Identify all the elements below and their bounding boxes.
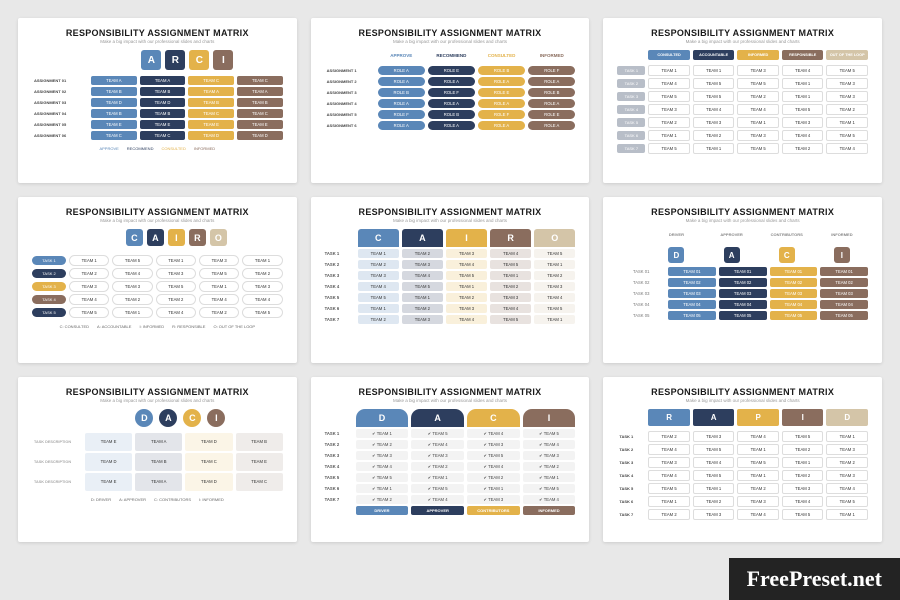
matrix-row: ASSIGNMENT 2ROLE AROLE AROLE AROLE A — [325, 77, 576, 86]
slide-subtitle: Make a big impact with our professional … — [617, 398, 868, 403]
slide-title: RESPONSIBILITY ASSIGNMENT MATRIX — [32, 28, 283, 38]
matrix-row: TASK 04TEAM 04TEAM 04TEAM 04TEAM 04 — [617, 300, 868, 309]
matrix-row: TASK 1TEAM 1TEAM 5TEAM 1TEAM 3TEAM 1 — [32, 255, 283, 266]
column-layout: TASK 1TASK 2TASK 3TASK 4TASK 5TASK 6TASK… — [325, 229, 576, 354]
slide-subtitle: Make a big impact with our professional … — [325, 39, 576, 44]
matrix-row: ASSIGNMENT 03TEAM DTEAM DTEAM BTEAM B — [32, 98, 283, 107]
matrix-row: TASK 2TEAM 4TEAM 5TEAM 1TEAM 2TEAM 3 — [617, 444, 868, 455]
matrix-column: ITEAM 3TEAM 4TEAM 5TEAM 1TEAM 2TEAM 3TEA… — [446, 229, 487, 354]
slide-1: RESPONSIBILITY ASSIGNMENT MATRIX Make a … — [18, 18, 297, 183]
matrix-row: ASSIGNMENT 4ROLE AROLE AROLE AROLE A — [325, 99, 576, 108]
matrix-row: ASSIGNMENT 01TEAM ATEAM ATEAM CTEAM C — [32, 76, 283, 85]
slide-subtitle: Make a big impact with our professional … — [617, 39, 868, 44]
slide-subtitle: Make a big impact with our professional … — [32, 398, 283, 403]
matrix-row: TASK 7TEAM 5TEAM 1TEAM 5TEAM 2TEAM 4 — [617, 143, 868, 154]
slide-7: RESPONSIBILITY ASSIGNMENT MATRIX Make a … — [18, 377, 297, 542]
matrix-row: ASSIGNMENT 6ROLE AROLE AROLE AROLE A — [325, 121, 576, 130]
matrix-row: TASK 7TEAM 2TEAM 3TEAM 4TEAM 5TEAM 1 — [617, 509, 868, 520]
letter-header: RAPID — [617, 409, 868, 426]
matrix-row: ASSIGNMENT 02TEAM BTEAM BTEAM ATEAM A — [32, 87, 283, 96]
matrix-row: TASK DESCRIPTIONTEAM ETEAM ATEAM DTEAM B — [32, 433, 283, 451]
matrix-row: TASK 02TEAM 02TEAM 02TEAM 02TEAM 02 — [617, 278, 868, 287]
slide-subtitle: Make a big impact with our professional … — [32, 218, 283, 223]
matrix-row: ASSIGNMENT 05TEAM ETEAM ETEAM ETEAM E — [32, 120, 283, 129]
column-header: APPROVERECOMMENDCONSULTEDINFORMED — [325, 50, 576, 61]
slide-4: RESPONSIBILITY ASSIGNMENT MATRIX Make a … — [18, 197, 297, 362]
slide-title: RESPONSIBILITY ASSIGNMENT MATRIX — [32, 207, 283, 217]
legend: APPROVERECOMMENDCONSULTEDINFORMED — [32, 146, 283, 151]
matrix-column: A✔ TEAM 5✔ TEAM 4✔ TEAM 3✔ TEAM 2✔ TEAM … — [411, 409, 464, 534]
matrix-row: TASK 3TEAM 3TEAM 4TEAM 5TEAM 1TEAM 2 — [617, 457, 868, 468]
matrix-column: I✔ TEAM 5✔ TEAM 4✔ TEAM 3✔ TEAM 2✔ TEAM … — [523, 409, 576, 534]
matrix-row: TASK 1TEAM 2TEAM 3TEAM 4TEAM 5TEAM 1 — [617, 431, 868, 442]
slide-subtitle: Make a big impact with our professional … — [32, 39, 283, 44]
matrix-row: TASK DESCRIPTIONTEAM ETEAM ATEAM DTEAM C — [32, 473, 283, 491]
slide-title: RESPONSIBILITY ASSIGNMENT MATRIX — [617, 387, 868, 397]
matrix-row: TASK 1TEAM 1TEAM 1TEAM 3TEAM 4TEAM 5 — [617, 65, 868, 76]
matrix-row: TASK 5TEAM 2TEAM 3TEAM 1TEAM 3TEAM 1 — [617, 117, 868, 128]
matrix-column: C✔ TEAM 4✔ TEAM 3✔ TEAM 5✔ TEAM 4✔ TEAM … — [467, 409, 520, 534]
slide-title: RESPONSIBILITY ASSIGNMENT MATRIX — [32, 387, 283, 397]
matrix-row: ASSIGNMENT 5ROLE FROLE BROLE FROLE E — [325, 110, 576, 119]
matrix-column: RTEAM 4TEAM 5TEAM 1TEAM 2TEAM 3TEAM 4TEA… — [490, 229, 531, 354]
matrix-row: TASK 6TEAM 1TEAM 2TEAM 3TEAM 4TEAM 5 — [617, 496, 868, 507]
matrix-row: TASK 4TEAM 4TEAM 5TEAM 1TEAM 2TEAM 3 — [617, 470, 868, 481]
circle-header: DACI — [32, 409, 283, 427]
slide-title: RESPONSIBILITY ASSIGNMENT MATRIX — [325, 207, 576, 217]
matrix-row: TASK 3TEAM 3TEAM 3TEAM 5TEAM 1TEAM 3 — [32, 281, 283, 292]
column-header: CONSULTEDACCOUNTABLEINFORMEDRESPONSIBLEO… — [617, 50, 868, 60]
matrix-row: TASK 4TEAM 4TEAM 2TEAM 2TEAM 4TEAM 4 — [32, 294, 283, 305]
slide-8: RESPONSIBILITY ASSIGNMENT MATRIX Make a … — [311, 377, 590, 542]
slide-subtitle: Make a big impact with our professional … — [617, 218, 868, 223]
slide-title: RESPONSIBILITY ASSIGNMENT MATRIX — [617, 28, 868, 38]
matrix-row: TASK 03TEAM 03TEAM 03TEAM 03TEAM 03 — [617, 289, 868, 298]
matrix-row: TASK 5TEAM 5TEAM 1TEAM 4TEAM 2TEAM 5 — [32, 307, 283, 318]
slide-title: RESPONSIBILITY ASSIGNMENT MATRIX — [617, 207, 868, 217]
slides-grid: RESPONSIBILITY ASSIGNMENT MATRIX Make a … — [0, 0, 900, 560]
matrix-row: ASSIGNMENT 1ROLE AROLE EROLE BROLE F — [325, 66, 576, 75]
matrix-row: TASK 2TEAM 2TEAM 4TEAM 3TEAM 5TEAM 2 — [32, 268, 283, 279]
letter-header: CAIRO — [32, 229, 283, 249]
matrix-row: TASK 01TEAM 01TEAM 01TEAM 01TEAM 01 — [617, 267, 868, 276]
matrix-column: D✔ TEAM 1✔ TEAM 2✔ TEAM 3✔ TEAM 4✔ TEAM … — [356, 409, 409, 534]
slide-6: RESPONSIBILITY ASSIGNMENT MATRIX Make a … — [603, 197, 882, 362]
letter-header: ARCI — [32, 50, 283, 70]
slide-2: RESPONSIBILITY ASSIGNMENT MATRIX Make a … — [311, 18, 590, 183]
matrix-column: OTEAM 5TEAM 1TEAM 2TEAM 3TEAM 4TEAM 5TEA… — [534, 229, 575, 354]
matrix-row: TASK 5TEAM 5TEAM 1TEAM 2TEAM 3TEAM 4 — [617, 483, 868, 494]
slide-9: RESPONSIBILITY ASSIGNMENT MATRIX Make a … — [603, 377, 882, 542]
matrix-row: TASK 05TEAM 05TEAM 05TEAM 05TEAM 05 — [617, 311, 868, 320]
watermark: FreePreset.net — [729, 558, 900, 600]
matrix-column: ATEAM 2TEAM 3TEAM 4TEAM 5TEAM 1TEAM 2TEA… — [402, 229, 443, 354]
matrix-row: TASK 3TEAM 5TEAM 5TEAM 2TEAM 1TEAM 3 — [617, 91, 868, 102]
legend: C: CONSULTEDA: ACCOUNTABLEI: INFORMEDR: … — [32, 324, 283, 329]
legend: D: DRIVERA: APPROVERC: CONTRIBUTORSI: IN… — [32, 497, 283, 502]
slide-3: RESPONSIBILITY ASSIGNMENT MATRIX Make a … — [603, 18, 882, 183]
matrix-row: TASK 4TEAM 3TEAM 4TEAM 4TEAM 5TEAM 2 — [617, 104, 868, 115]
slide-title: RESPONSIBILITY ASSIGNMENT MATRIX — [325, 28, 576, 38]
matrix-row: ASSIGNMENT 3ROLE BROLE FROLE EROLE B — [325, 88, 576, 97]
slide-subtitle: Make a big impact with our professional … — [325, 218, 576, 223]
matrix-row: ASSIGNMENT 06TEAM CTEAM CTEAM DTEAM D — [32, 131, 283, 140]
slide-subtitle: Make a big impact with our professional … — [325, 398, 576, 403]
slide-title: RESPONSIBILITY ASSIGNMENT MATRIX — [325, 387, 576, 397]
column-header: DRIVERAPPROVERCONTRIBUTORSINFORMED — [617, 229, 868, 240]
matrix-column: CTEAM 1TEAM 2TEAM 3TEAM 4TEAM 5TEAM 1TEA… — [358, 229, 399, 354]
matrix-row: TASK 2TEAM 4TEAM 5TEAM 5TEAM 1TEAM 3 — [617, 78, 868, 89]
column-layout: TASK 1TASK 2TASK 3TASK 4TASK 5TASK 6TASK… — [325, 409, 576, 534]
matrix-row: ASSIGNMENT 04TEAM BTEAM BTEAM CTEAM C — [32, 109, 283, 118]
slide-5: RESPONSIBILITY ASSIGNMENT MATRIX Make a … — [311, 197, 590, 362]
matrix-row: TASK DESCRIPTIONTEAM DTEAM BTEAM CTEAM E — [32, 453, 283, 471]
matrix-row: TASK 6TEAM 1TEAM 2TEAM 3TEAM 4TEAM 5 — [617, 130, 868, 141]
